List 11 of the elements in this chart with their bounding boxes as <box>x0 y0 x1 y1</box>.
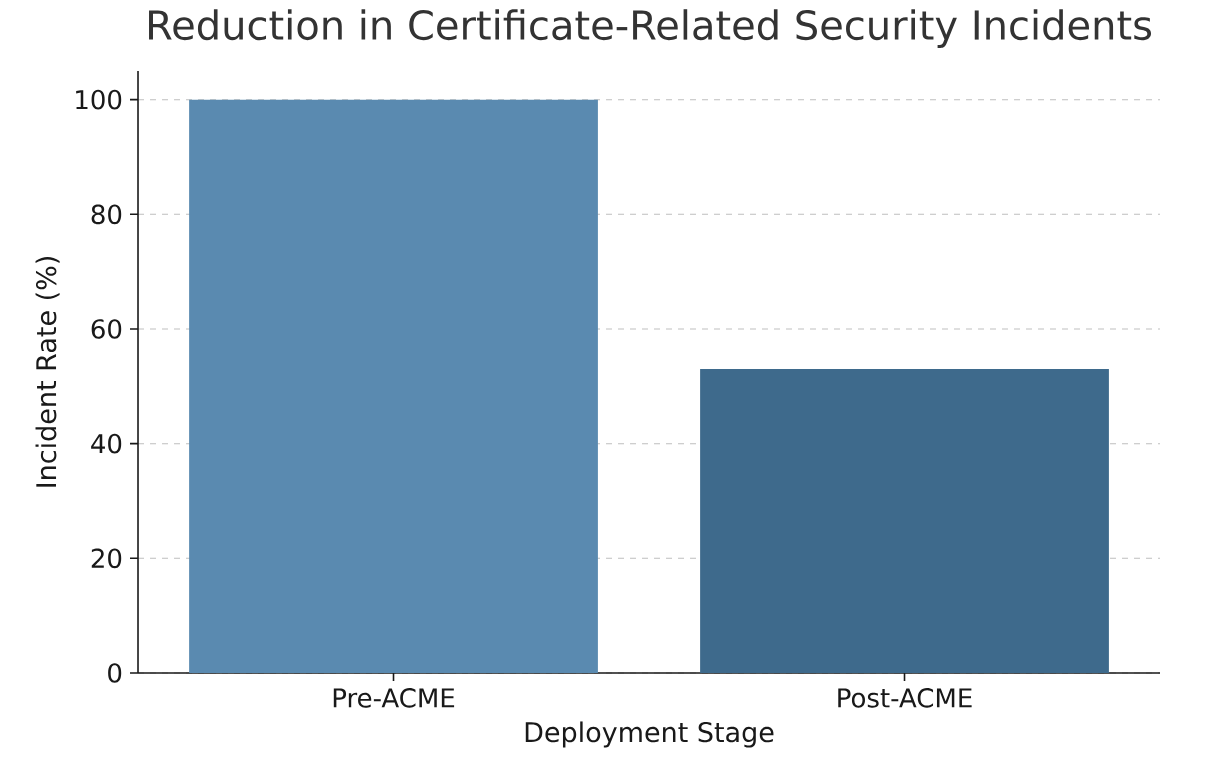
y-tick-label: 80 <box>91 204 122 225</box>
y-tick-label: 0 <box>108 663 122 683</box>
y-axis-title: Incident Rate (%) <box>35 256 60 487</box>
x-axis-title: Deployment Stage <box>525 721 774 748</box>
y-tick-label: 40 <box>91 433 122 454</box>
x-tick-label: Pre-ACME <box>333 688 455 708</box>
x-tick-label: Post-ACME <box>838 688 972 708</box>
y-tick-label: 60 <box>91 319 122 339</box>
y-tick-label: 100 <box>76 89 122 110</box>
chart-title: Reduction in Certificate-Related Security Incidents <box>149 9 1152 48</box>
y-tick-label: 20 <box>91 548 122 569</box>
